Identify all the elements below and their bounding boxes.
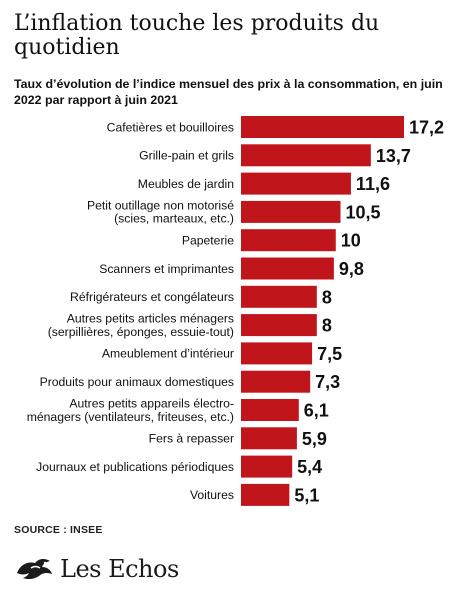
bar-meubles-de-jardin bbox=[241, 172, 351, 195]
category-label: Meubles de jardin bbox=[138, 177, 234, 191]
bar-fers-a-repasser bbox=[241, 427, 297, 450]
value-label: 5,1 bbox=[294, 485, 319, 505]
category-label: Ameublement d’intérieur bbox=[102, 347, 234, 361]
value-label: 9,8 bbox=[339, 259, 364, 279]
value-label: 8 bbox=[322, 316, 332, 336]
value-label: 17,2 bbox=[409, 118, 444, 138]
value-label: 11,6 bbox=[356, 174, 390, 194]
bar-petit-outillage-non-motorise-scies-marteaux-etc bbox=[241, 200, 341, 223]
bar-produits-pour-animaux-domestiques bbox=[241, 370, 311, 393]
bar-grille-pain-et-grils bbox=[241, 144, 371, 167]
category-label: Produits pour animaux domestiques bbox=[40, 375, 234, 389]
value-label: 8 bbox=[322, 287, 332, 307]
bar-refrigerateurs-et-congelateurs bbox=[241, 285, 317, 308]
category-label: Autres petits appareils électro-ménagers… bbox=[27, 397, 234, 424]
bar-chart: 17,2 Cafetières et bouilloires 13,7 Grille-… bbox=[27, 116, 444, 506]
category-label: Autres petits articles ménagers (serpilli… bbox=[48, 312, 234, 339]
chart-title: L’inflation touche les produits du quoti… bbox=[14, 11, 380, 60]
bar-ameublement-d-interieur bbox=[241, 342, 313, 365]
bar-papeterie bbox=[241, 229, 336, 252]
value-label: 5,4 bbox=[297, 457, 322, 477]
value-label: 5,9 bbox=[302, 429, 327, 449]
bar-voitures bbox=[241, 483, 290, 506]
category-label: Petit outillage non motorisé (scies, mart… bbox=[87, 199, 234, 226]
category-label: Scanners et imprimantes bbox=[99, 262, 234, 276]
category-label: Grille-pain et grils bbox=[139, 149, 234, 163]
value-label: 10,5 bbox=[346, 202, 381, 222]
value-label: 7,3 bbox=[315, 372, 340, 392]
logo-wordmark: Les Echos bbox=[60, 555, 179, 583]
category-label: Réfrigérateurs et congélateurs bbox=[70, 290, 234, 304]
value-label: 7,5 bbox=[317, 344, 342, 364]
bar-scanners-et-imprimantes bbox=[241, 257, 334, 280]
publisher-logo: Les Echos bbox=[14, 552, 179, 586]
bar-autres-petits-articles-menagers-serpillieres-eponges-essuie-tout bbox=[241, 314, 317, 337]
value-label: 10 bbox=[341, 231, 361, 251]
category-label: Papeterie bbox=[182, 234, 234, 248]
category-label: Journaux et publications périodiques bbox=[36, 460, 234, 474]
category-label: Cafetières et bouilloires bbox=[107, 120, 234, 134]
chart-subtitle: Taux d’évolution de l’indice mensuel des… bbox=[14, 77, 443, 107]
category-label: Voitures bbox=[190, 488, 234, 502]
value-label: 6,1 bbox=[304, 401, 329, 421]
bar-autres-petits-appareils-electro-menagers-ventilateurs-friteuses-etc bbox=[241, 399, 299, 421]
source-note: SOURCE : INSEE bbox=[14, 524, 103, 536]
bar-journaux-et-publications-periodiques bbox=[241, 455, 293, 478]
les-echos-dragon-logo-icon bbox=[17, 558, 52, 580]
bar-cafetieres-et-bouilloires bbox=[241, 116, 404, 138]
value-label: 13,7 bbox=[376, 146, 411, 166]
category-label: Fers à repasser bbox=[149, 432, 234, 446]
